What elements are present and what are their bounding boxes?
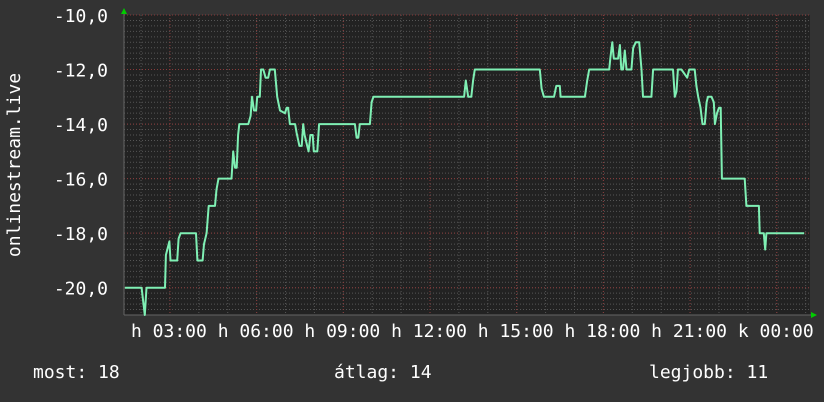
x-tick-label: h 06:00 xyxy=(218,321,294,342)
x-tick-label: h 09:00 xyxy=(304,321,380,342)
y-tick-label: -16,0 xyxy=(54,170,108,191)
series-line xyxy=(124,41,805,316)
series xyxy=(124,41,805,316)
y-tick-label: -10,0 xyxy=(54,6,108,27)
y-axis-label: onlinestream.live xyxy=(4,73,25,257)
x-tick-label: h 15:00 xyxy=(478,321,554,342)
x-tick-label: h 21:00 xyxy=(651,321,727,342)
x-axis: h 03:00 h 06:00 h 09:00 h 12:00 h 15:00 h 18:… xyxy=(131,321,814,342)
legend-max: legjobb: 11 xyxy=(649,362,769,383)
legend-average: átlag: 14 xyxy=(334,362,432,383)
y-axis: -10,0 -12,0 -14,0 -16,0 -18,0 -20,0 xyxy=(54,6,108,300)
x-axis-arrow-icon xyxy=(811,312,817,318)
x-tick-label: h 18:00 xyxy=(564,321,640,342)
y-tick-label: -20,0 xyxy=(54,279,108,300)
legend-current: most: 18 xyxy=(33,362,120,383)
x-tick-label: k 00:00 xyxy=(738,321,814,342)
plot-area xyxy=(124,15,810,315)
y-axis-arrow-icon xyxy=(121,8,127,14)
y-tick-label: -18,0 xyxy=(54,224,108,245)
y-tick-label: -12,0 xyxy=(54,61,108,82)
x-tick-label: h 12:00 xyxy=(391,321,467,342)
x-tick-label: h 03:00 xyxy=(131,321,207,342)
y-tick-label: -14,0 xyxy=(54,115,108,136)
